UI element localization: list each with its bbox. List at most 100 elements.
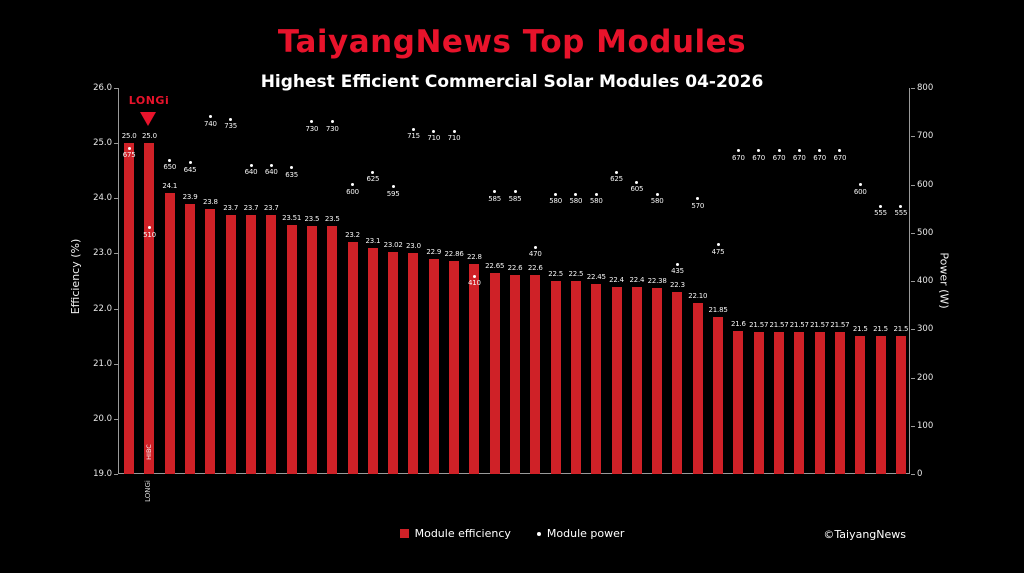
efficiency-bar [591, 283, 602, 474]
efficiency-bar [144, 143, 155, 474]
power-value-label: 595 [386, 189, 400, 198]
efficiency-bar [550, 281, 561, 474]
power-value-label: 710 [427, 134, 441, 143]
efficiency-bar [753, 332, 764, 474]
y-tick-label-efficiency: 22.0 [93, 303, 112, 314]
power-value-label: 475 [711, 247, 725, 256]
power-dot [818, 149, 822, 153]
power-value-label: 580 [549, 197, 562, 206]
power-value-label: 670 [731, 153, 745, 162]
y-tick-mark [114, 418, 118, 420]
power-value-label: 710 [447, 134, 461, 143]
y-tick-label-power: 0 [917, 469, 923, 479]
efficiency-bar [713, 316, 724, 474]
power-value-label: 555 [874, 209, 887, 218]
longi-brand-label: LONGi [128, 94, 170, 107]
y-tick-label-efficiency: 25.0 [93, 138, 112, 149]
efficiency-value-label: 22.5 [568, 270, 584, 278]
efficiency-bar [855, 336, 866, 474]
efficiency-value-label: 23.7 [243, 203, 259, 212]
power-value-label: 580 [650, 197, 664, 206]
power-value-label: 635 [285, 170, 298, 179]
efficiency-value-label: 21.85 [708, 305, 728, 314]
efficiency-bar [124, 143, 135, 474]
efficiency-value-label: 22.9 [426, 247, 442, 256]
power-value-label: 730 [325, 124, 339, 133]
efficiency-value-label: 22.6 [507, 264, 523, 273]
power-dot [858, 183, 862, 186]
efficiency-value-label: 21.57 [769, 321, 789, 330]
power-dot [716, 243, 720, 247]
efficiency-bar [631, 286, 642, 474]
power-value-label: 580 [569, 197, 583, 206]
power-dot [655, 192, 659, 196]
efficiency-value-label: 22.5 [548, 270, 563, 278]
efficiency-bar [530, 275, 541, 474]
efficiency-bar [347, 242, 358, 474]
legend: Module efficiency Module power [0, 527, 1024, 540]
legend-label-efficiency: Module efficiency [414, 527, 511, 540]
efficiency-bar [164, 192, 175, 474]
y-tick-label-power: 800 [917, 83, 934, 93]
power-dot [432, 129, 436, 133]
efficiency-bar [692, 303, 703, 474]
y-tick-label-power: 200 [917, 372, 934, 383]
efficiency-bar [489, 272, 500, 474]
y-tick-mark [911, 425, 915, 427]
y-tick-mark [911, 88, 915, 89]
power-dot [513, 190, 517, 194]
y-tick-label-power: 100 [917, 420, 934, 431]
y-tick-mark [114, 143, 118, 145]
power-dot [188, 161, 192, 165]
power-dot [452, 129, 456, 133]
power-dot [310, 120, 314, 124]
power-dot [533, 245, 537, 249]
power-dot [696, 197, 700, 201]
efficiency-value-label: 23.02 [383, 241, 403, 250]
efficiency-bar [225, 214, 236, 474]
power-value-label: 470 [528, 250, 542, 259]
power-dot [290, 166, 294, 170]
efficiency-value-label: 22.38 [647, 276, 667, 285]
efficiency-bar [388, 252, 399, 474]
plot-area: 25.0 675 25.0 510 24.1 650 23.9 645 23.8 740 23.7 7… [118, 88, 910, 474]
legend-label-power: Module power [546, 527, 625, 540]
power-dot [574, 192, 578, 196]
efficiency-bar [774, 332, 784, 474]
chart-subtitle: Highest Efficient Commercial Solar Modul… [260, 72, 764, 92]
efficiency-value-label: 23.51 [282, 214, 302, 223]
efficiency-value-label: 23.2 [345, 231, 360, 240]
power-value-label: 625 [366, 175, 380, 184]
efficiency-bar [205, 209, 216, 474]
y-tick-label-efficiency: 21.0 [93, 358, 112, 369]
power-value-label: 585 [488, 194, 502, 203]
y-tick-label-power: 500 [917, 227, 934, 238]
power-dot [675, 262, 679, 266]
efficiency-value-label: 23.1 [365, 236, 381, 245]
power-value-label: 410 [467, 279, 481, 288]
y-tick-mark [114, 308, 118, 310]
efficiency-bar [286, 225, 297, 474]
efficiency-value-label: 22.8 [466, 253, 482, 262]
power-value-label: 580 [589, 197, 603, 206]
y-tick-mark [911, 232, 915, 234]
y-tick-label-power: 400 [917, 276, 934, 286]
efficiency-bar [814, 332, 825, 474]
power-value-label: 670 [792, 153, 806, 162]
power-value-label: 555 [894, 209, 908, 218]
power-value-label: 585 [508, 194, 522, 203]
power-value-label: 735 [224, 122, 238, 131]
page-title: TaiyangNews Top Modules [277, 24, 747, 60]
y-tick-mark [114, 198, 118, 200]
y-tick-label-efficiency: 23.0 [93, 248, 112, 259]
efficiency-value-label: 23.7 [223, 203, 239, 212]
efficiency-value-label: 21.57 [749, 321, 769, 330]
efficiency-bar [733, 330, 744, 474]
efficiency-bar [672, 292, 683, 474]
y-tick-mark [911, 474, 915, 475]
power-value-label: 740 [203, 119, 217, 128]
efficiency-value-label: 23.8 [202, 198, 218, 207]
power-dot [269, 163, 273, 167]
efficiency-bar [875, 336, 886, 474]
